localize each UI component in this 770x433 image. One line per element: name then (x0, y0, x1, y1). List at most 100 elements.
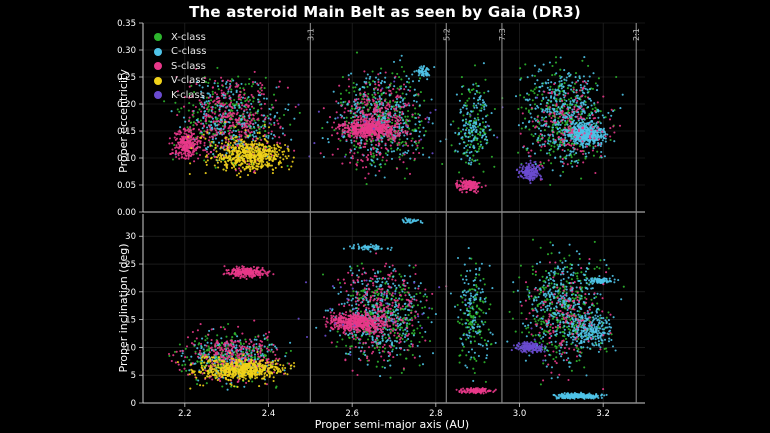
data-point (519, 132, 522, 135)
data-point (406, 80, 409, 83)
data-point (588, 123, 591, 126)
data-point (599, 110, 602, 113)
data-point (350, 139, 353, 142)
data-point (322, 155, 325, 158)
data-point (359, 120, 362, 123)
data-point (479, 131, 482, 134)
data-point (210, 116, 214, 119)
data-point (365, 77, 368, 80)
data-point (232, 153, 235, 156)
data-point (275, 86, 278, 89)
data-point (274, 99, 277, 102)
data-point (225, 152, 228, 155)
data-point (341, 130, 344, 133)
data-point (418, 77, 422, 80)
data-point (573, 82, 577, 85)
data-point (219, 131, 222, 134)
data-point (398, 143, 401, 146)
data-point (468, 132, 471, 135)
data-point (264, 163, 267, 166)
data-point (390, 147, 393, 150)
data-point (251, 151, 254, 154)
data-point (550, 144, 553, 147)
data-point (378, 97, 381, 100)
data-point (264, 76, 267, 79)
data-point (582, 152, 585, 156)
data-point (186, 149, 190, 152)
data-point (366, 85, 369, 88)
data-point (214, 124, 217, 127)
data-point (243, 167, 246, 171)
data-point (371, 114, 374, 117)
data-point (163, 100, 166, 103)
data-point (560, 113, 563, 117)
data-point (243, 109, 246, 112)
data-point (550, 100, 553, 103)
data-point (359, 132, 362, 136)
data-point (380, 138, 383, 141)
data-point (603, 137, 606, 140)
data-point (194, 147, 197, 150)
data-point (490, 155, 493, 158)
data-point (531, 120, 534, 123)
data-point (252, 135, 255, 138)
data-point (231, 102, 234, 106)
data-point (520, 127, 523, 130)
data-point (562, 118, 565, 121)
data-point (393, 85, 396, 88)
data-point (281, 132, 285, 135)
data-point (481, 134, 484, 137)
data-point (531, 99, 534, 102)
data-point (592, 154, 595, 157)
data-point (192, 144, 195, 147)
data-point (195, 152, 198, 155)
data-point (457, 127, 460, 130)
data-point (602, 128, 605, 131)
data-point (562, 170, 565, 173)
data-point (219, 146, 223, 149)
data-point (535, 86, 538, 89)
data-point (282, 153, 285, 156)
data-point (391, 72, 394, 75)
data-point (584, 126, 587, 130)
data-point (373, 91, 376, 94)
data-point (257, 94, 260, 97)
data-point (241, 162, 244, 165)
data-point (224, 121, 227, 124)
data-point (369, 106, 372, 109)
data-point (517, 151, 520, 154)
data-point (216, 144, 219, 148)
data-point (213, 122, 216, 125)
data-point (263, 137, 266, 140)
data-point (539, 133, 542, 136)
data-point (266, 114, 269, 118)
data-point (350, 117, 353, 120)
data-point (471, 158, 474, 161)
data-point (213, 112, 216, 115)
data-point (433, 66, 436, 69)
data-point (469, 163, 472, 166)
data-point (337, 102, 340, 105)
data-point (411, 113, 414, 116)
data-point (564, 103, 567, 106)
data-point (466, 149, 469, 152)
data-point (460, 93, 463, 96)
data-point (569, 100, 572, 103)
data-point (243, 97, 247, 100)
data-point (379, 122, 382, 125)
data-point (459, 110, 463, 113)
data-point (551, 74, 554, 77)
data-point (374, 123, 377, 126)
data-point (577, 113, 580, 116)
data-point (579, 102, 582, 105)
data-point (245, 144, 248, 147)
data-point (192, 153, 195, 156)
data-point (253, 130, 256, 133)
data-point (243, 88, 246, 91)
data-point (582, 80, 585, 83)
data-point (384, 163, 387, 166)
data-point (260, 165, 263, 169)
data-point (288, 168, 291, 171)
data-point (563, 138, 566, 141)
data-point (519, 78, 522, 81)
